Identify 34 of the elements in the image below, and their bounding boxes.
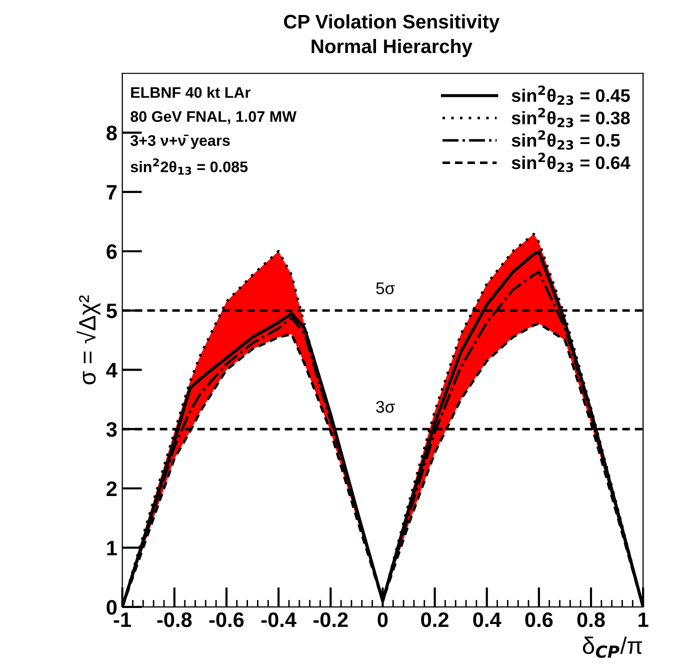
x-tick-label: -0.6 — [209, 612, 244, 628]
y-tick-label: 6 — [106, 244, 117, 259]
y-tick-label: 5 — [106, 304, 117, 318]
x-tick-label: 0.4 — [473, 612, 502, 628]
legend-label: sin$^{2}$θ$_{23}$ = 0.38 — [512, 108, 630, 128]
legend-label: sin$^{2}$θ$_{23}$ = 0.64 — [512, 152, 630, 172]
y-tick-label: 1 — [107, 540, 117, 556]
chart-title: CP Violation Sensitivity — [284, 14, 500, 32]
y-tick-label: 3 — [106, 422, 117, 437]
x-tick-label: -0.8 — [157, 612, 192, 628]
x-tick-label: 1 — [638, 612, 648, 627]
x-tick-label: 0 — [378, 612, 388, 628]
y-tick-label: 0 — [106, 600, 117, 615]
y-tick-label: 2 — [106, 481, 117, 496]
annotation: ELBNF 40 kt LAr — [131, 86, 250, 98]
annotation: 3+3 ν+ν̄ years — [130, 134, 230, 149]
legend-label: sin$^{2}$θ$_{23}$ = 0.45 — [512, 86, 630, 105]
x-tick-label: 0.8 — [577, 612, 605, 628]
x-axis-title: δ$_{CP}$/π — [582, 636, 642, 658]
x-tick-label: -0.4 — [261, 612, 296, 628]
chart-subtitle: Normal Hierarchy — [312, 38, 472, 58]
x-tick-label: -1 — [114, 612, 132, 627]
annotation: 80 GeV FNAL, 1.07 MW — [130, 111, 297, 124]
y-tick-label: 7 — [106, 185, 117, 200]
x-tick-label: -0.2 — [313, 612, 348, 628]
y-tick-label: 4 — [106, 363, 118, 378]
ref-line-label: 3σ — [376, 400, 395, 413]
x-tick-label: 0.6 — [525, 612, 553, 628]
legend-label: sin$^{2}$θ$_{23}$ = 0.5 — [512, 130, 620, 150]
y-tick-label: 8 — [106, 126, 117, 140]
x-tick-label: 0.2 — [421, 612, 448, 628]
annotation: sin$^{2}$2θ$_{13}$ = 0.085 — [130, 158, 248, 175]
y-axis-title: σ = √Δχ² — [76, 295, 100, 384]
ref-line-label: 5σ — [376, 282, 395, 294]
